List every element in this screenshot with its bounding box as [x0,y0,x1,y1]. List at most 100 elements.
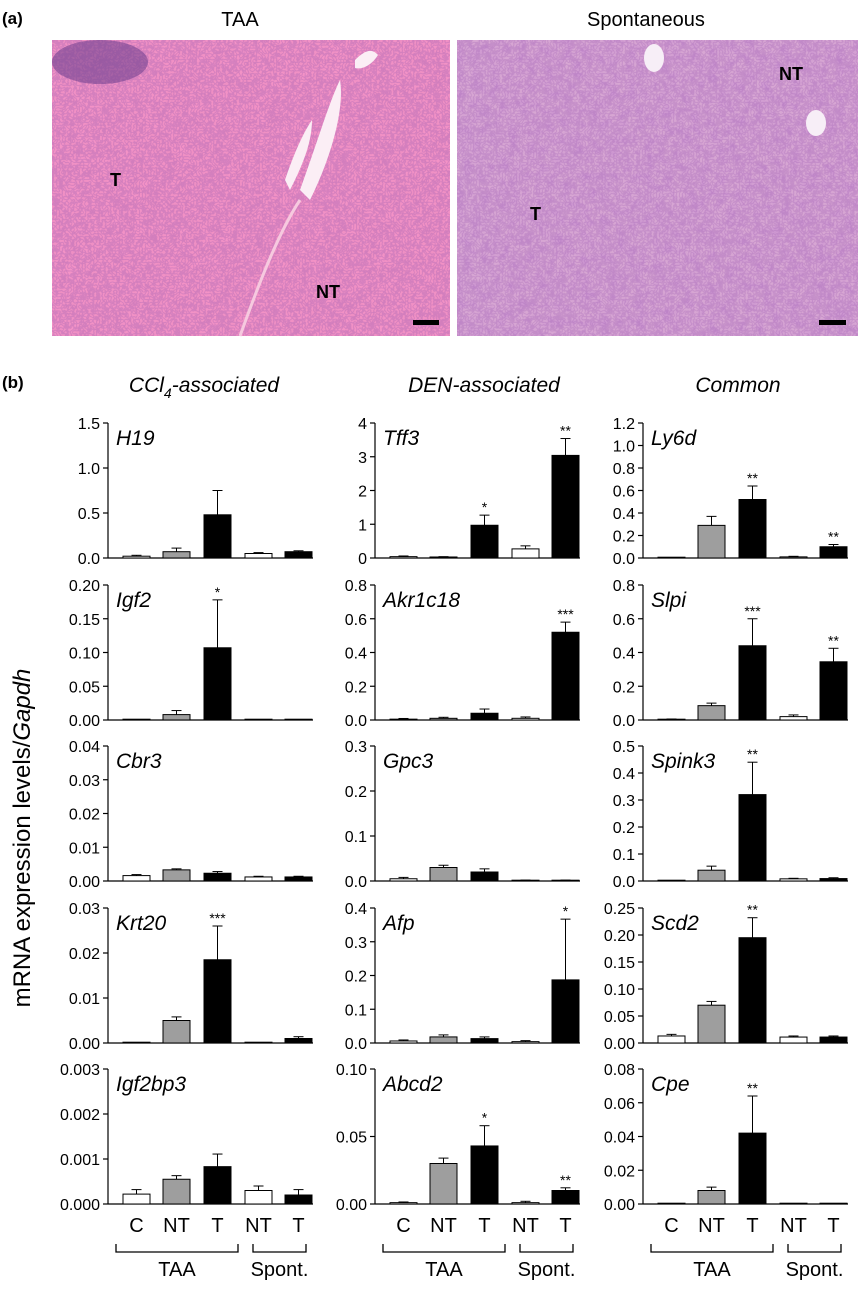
group-label: Spont. [251,1259,309,1281]
y-tick-label: 1.5 [78,416,100,433]
x-tick-label: T [559,1215,571,1237]
group-bracket [115,1244,239,1253]
bar [284,718,313,721]
bar [819,878,848,882]
x-tick-label: NT [512,1215,539,1237]
bar [244,1190,273,1205]
bar [203,647,232,721]
y-tick-label: 0.4 [613,646,635,663]
y-tick-label: 0.03 [69,773,100,790]
bar [779,878,808,882]
y-tick-label: 4 [358,416,367,433]
chart-scd2: 0.00 0.05 0.10 0.15 0.20 0.25 Scd2 ** [604,901,848,1053]
bar [738,937,767,1044]
x-tick-label: T [746,1215,758,1237]
gene-name: Tff3 [383,427,419,450]
chart-cbr3: 0.00 0.01 0.02 0.03 0.04 Cbr3 [69,739,313,891]
significance-mark: ** [560,423,571,439]
y-tick-label: 0.2 [613,679,635,696]
y-tick-label: 0.001 [60,1152,100,1169]
group-label: Spont. [786,1259,844,1281]
taa-tumor-label: T [110,170,121,190]
significance-mark: * [563,903,569,919]
chart-krt20: 0.00 0.01 0.02 0.03 Krt20 *** [69,901,313,1053]
y-tick-label: 0.3 [345,935,367,952]
gene-name: Igf2 [116,589,151,612]
bar [203,959,232,1044]
gene-name: Krt20 [116,912,167,935]
bar [697,524,726,559]
bar [284,876,313,882]
y-tick-label: 0.1 [345,1002,367,1019]
significance-mark: *** [744,603,761,619]
y-tick-label: 0.1 [345,829,367,846]
scale-bar [819,320,846,325]
y-tick-label: 0.3 [613,793,635,810]
y-tick-label: 1 [358,517,367,534]
bar [203,872,232,882]
x-tick-label: NT [245,1215,272,1237]
bar [122,875,151,882]
y-tick-label: 0.00 [604,1197,635,1214]
y-tick-label: 0.20 [69,578,100,595]
significance-mark: * [482,499,488,515]
y-tick-label: 0.00 [604,1036,635,1053]
bar [244,876,273,882]
bar [657,879,686,882]
group-label: TAA [158,1259,196,1281]
column-title-common: Common [695,374,780,397]
bar [511,717,540,721]
y-tick-label: 0.06 [604,1096,635,1113]
y-tick-label: 0.01 [69,840,100,857]
spontaneous-nontumor-label: NT [779,64,803,84]
significance-mark: ** [747,902,758,918]
bar [819,661,848,721]
bar [738,794,767,882]
y-tick-label: 0.6 [613,484,635,501]
bar [122,1193,151,1205]
bar [389,1040,418,1044]
y-tick-label: 0.02 [604,1163,635,1180]
bar [511,1041,540,1044]
y-tick-label: 0.4 [613,506,635,523]
spontaneous-image-title: Spontaneous [587,9,705,31]
gene-name: Spink3 [651,750,716,773]
y-tick-label: 0.0 [613,551,635,568]
bar [738,645,767,721]
y-tick-label: 0.8 [345,578,367,595]
y-tick-label: 0.00 [69,1036,100,1053]
bar [244,718,273,721]
bar [470,712,499,721]
bar [551,1190,580,1205]
bar [429,867,458,882]
y-tick-label: 0 [358,551,367,568]
y-tick-label: 0.03 [69,901,100,918]
bar [162,1020,191,1044]
bar [429,717,458,721]
y-tick-label: 0.05 [336,1130,367,1147]
y-tick-label: 3 [358,450,367,467]
gene-name: Slpi [651,589,687,612]
x-tick-label: T [478,1215,490,1237]
bar [244,1041,273,1044]
chart-spink3: 0.0 0.1 0.2 0.3 0.4 0.5 Spink3 ** [613,739,848,891]
y-tick-label: 0.5 [613,739,635,756]
bar [389,718,418,721]
bar [697,1004,726,1044]
group-bracket [787,1244,842,1253]
y-tick-label: 0.00 [336,1197,367,1214]
y-tick-label: 0.20 [604,928,635,945]
bar [203,1166,232,1205]
y-tick-label: 0.2 [613,529,635,546]
y-tick-label: 0.4 [613,766,635,783]
bar [470,871,499,882]
bar [429,1036,458,1044]
bar [738,1132,767,1205]
bar [779,1202,808,1205]
bar [389,878,418,882]
x-tick-label: NT [163,1215,190,1237]
